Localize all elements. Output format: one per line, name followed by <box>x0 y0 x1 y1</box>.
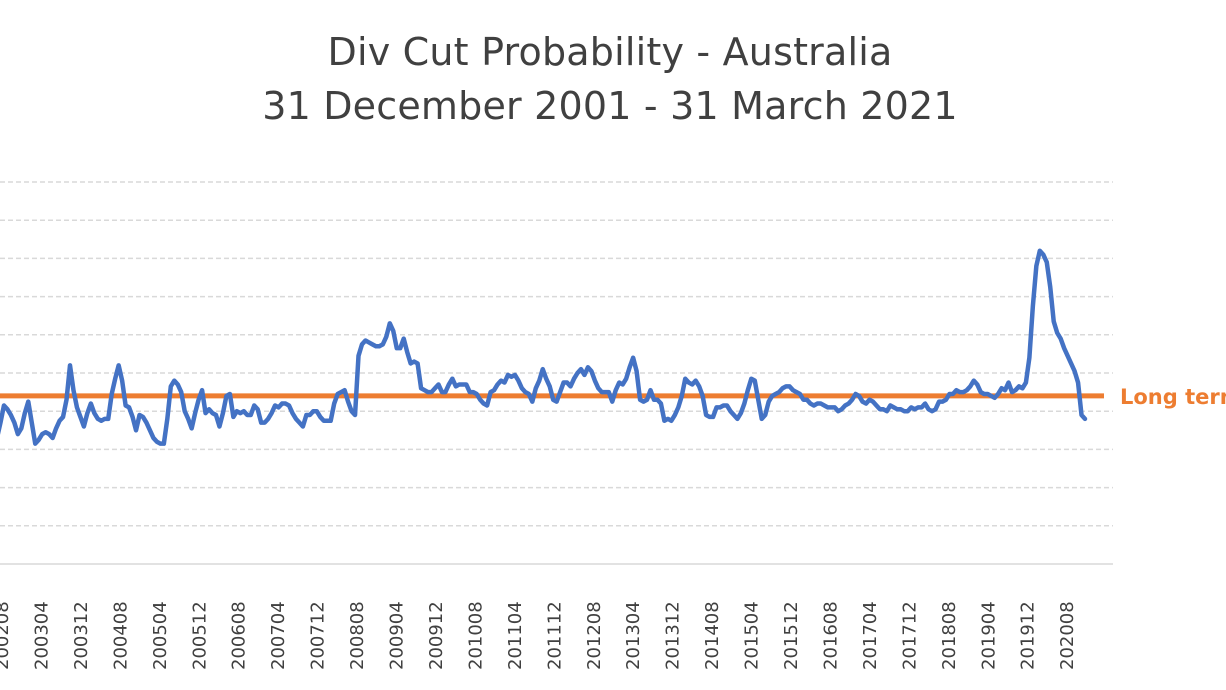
x-tick-label: 200808 <box>347 601 368 670</box>
x-tick-label: 200312 <box>71 601 92 670</box>
x-tick-label: 201304 <box>623 601 644 670</box>
series-group <box>0 248 1088 446</box>
x-tick-label: 201112 <box>544 601 565 670</box>
chart-title: Div Cut Probability - Australia <box>327 30 893 74</box>
chart-subtitle: 31 December 2001 - 31 March 2021 <box>262 84 958 128</box>
long-term-label: Long term <box>1120 385 1226 409</box>
x-tick-label: 201704 <box>860 601 881 670</box>
x-tick-label: 201712 <box>899 601 920 670</box>
x-tick-label: 201808 <box>939 601 960 670</box>
x-tick-label: 200704 <box>268 601 289 670</box>
x-tick-label: 201008 <box>465 601 486 670</box>
x-tick-label: 200504 <box>150 601 171 670</box>
x-tick-label: 200512 <box>189 601 210 670</box>
x-tick-label: 202008 <box>1057 601 1078 670</box>
x-tick-label: 201208 <box>584 601 605 670</box>
x-tick-labels: 200208 200304 200312 200408 200504 200512 2006… <box>0 601 1078 670</box>
x-tick-label: 200304 <box>31 601 52 670</box>
x-tick-label: 201312 <box>663 601 684 670</box>
x-tick-label: 200904 <box>387 601 408 670</box>
x-tick-label: 200208 <box>0 601 13 670</box>
x-tick-label: 201904 <box>978 601 999 670</box>
x-tick-label: 201912 <box>1018 601 1039 670</box>
x-tick-label: 200912 <box>426 601 447 670</box>
x-tick-label: 200408 <box>110 601 131 670</box>
x-tick-label: 201408 <box>702 601 723 670</box>
gridlines <box>0 181 1113 527</box>
series-line <box>0 248 1088 446</box>
x-tick-label: 201512 <box>781 601 802 670</box>
x-tick-label: 201104 <box>505 601 526 670</box>
x-tick-label: 200608 <box>229 601 250 670</box>
x-tick-label: 201608 <box>820 601 841 670</box>
x-tick-label: 200712 <box>308 601 329 670</box>
x-tick-label: 201504 <box>742 601 763 670</box>
